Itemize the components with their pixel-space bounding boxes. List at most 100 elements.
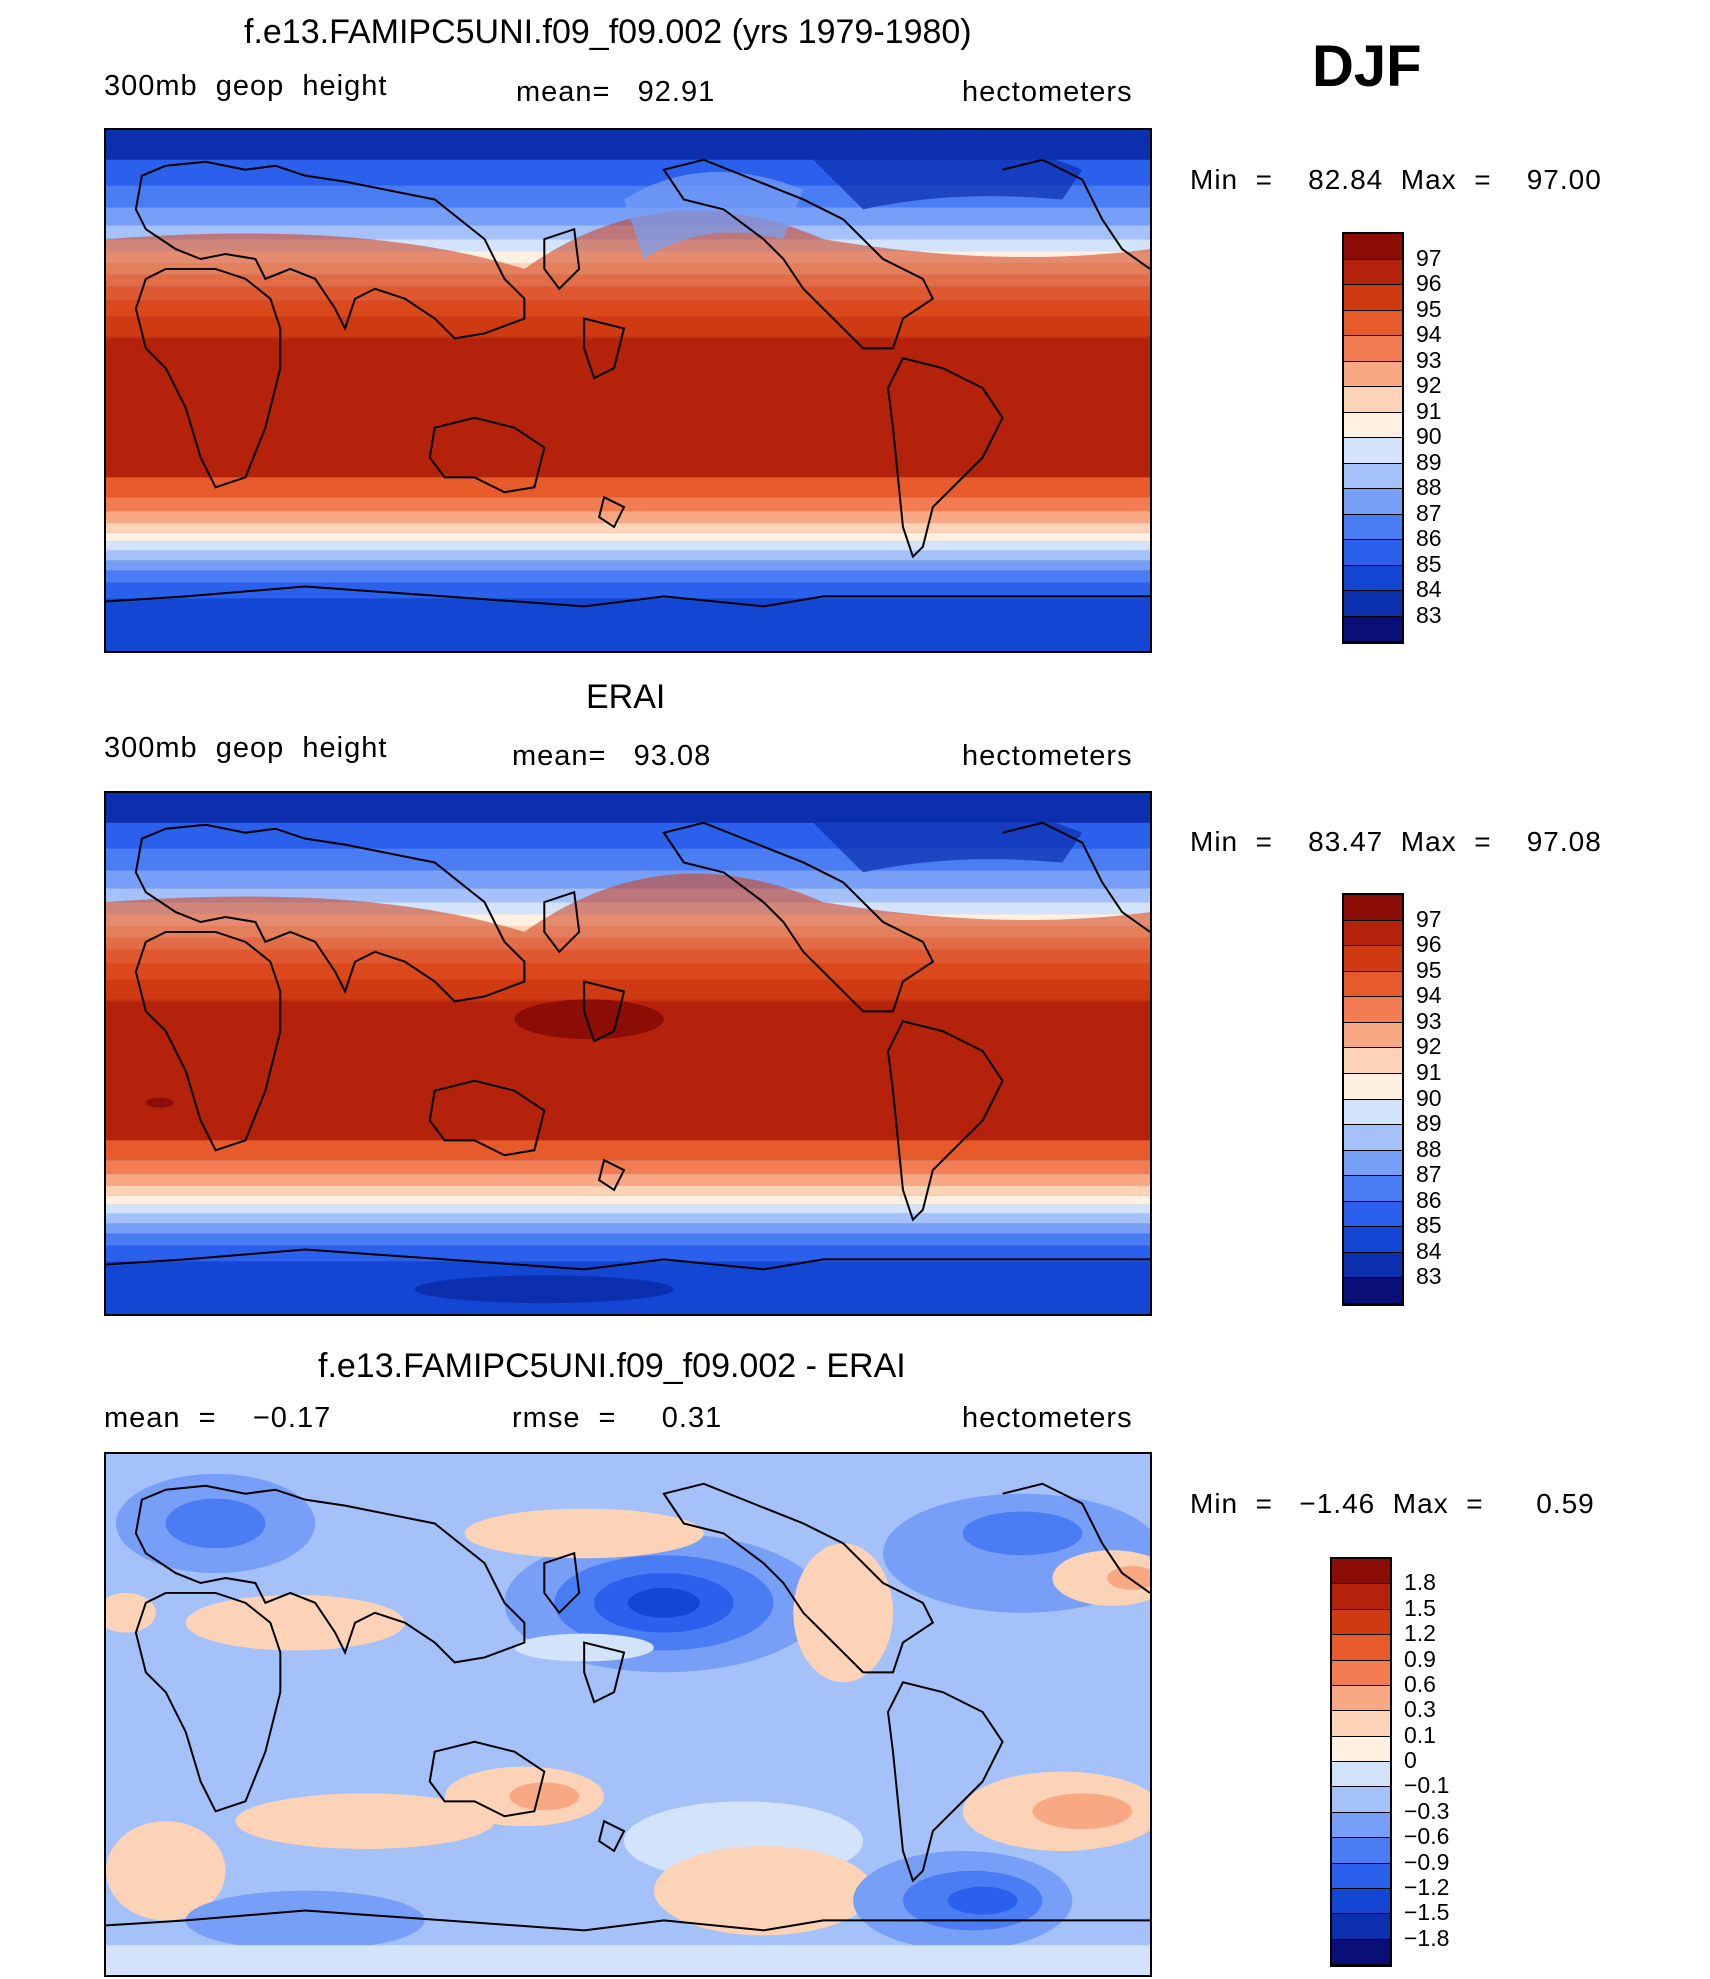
colorbar-tick-label: 97 [1416, 244, 1442, 271]
colorbar-segment [1344, 361, 1402, 387]
colorbar-segment [1344, 310, 1402, 336]
colorbar-segment [1332, 1736, 1390, 1762]
colorbar-tick-label: 94 [1416, 321, 1442, 347]
colorbar-segment [1332, 1559, 1390, 1585]
colorbar-tick-label: 83 [1416, 1263, 1442, 1290]
panel-3-colorbar [1330, 1557, 1392, 1967]
panel-1-title: f.e13.FAMIPC5UNI.f09_f09.002 (yrs 1979-1… [244, 13, 972, 51]
colorbar-tick-label: 0.1 [1404, 1721, 1436, 1748]
colorbar-tick-label: 90 [1416, 1084, 1442, 1111]
colorbar-segment [1344, 946, 1402, 972]
colorbar-tick-label: 93 [1416, 1007, 1442, 1034]
colorbar-tick-label: 91 [1416, 1058, 1442, 1085]
colorbar-segment [1332, 1863, 1390, 1889]
colorbar-segment [1344, 285, 1402, 311]
colorbar-segment [1332, 1584, 1390, 1610]
colorbar-tick-label: −0.3 [1404, 1797, 1450, 1824]
colorbar-segment [1344, 591, 1402, 617]
colorbar-tick-label: 92 [1416, 372, 1442, 398]
panel-1-map [104, 128, 1152, 653]
colorbar-segment [1332, 1609, 1390, 1636]
colorbar-segment [1344, 895, 1402, 921]
panel-3-mean-label: mean = −0.17 [104, 1402, 332, 1434]
panel-2-title: ERAI [586, 678, 666, 716]
colorbar-segment [1344, 1125, 1402, 1151]
panel-2-minmax-label: Min = 83.47 Max = 97.08 [1190, 826, 1602, 857]
colorbar-tick-label: 86 [1416, 525, 1442, 551]
panel-2-variable-label: 300mb geop height [104, 732, 388, 764]
colorbar-tick-label: 92 [1416, 1033, 1442, 1060]
colorbar-segment [1332, 1914, 1390, 1940]
colorbar-segment [1332, 1838, 1390, 1864]
colorbar-tick-label: 0.6 [1404, 1670, 1436, 1697]
colorbar-segment [1344, 1278, 1402, 1304]
colorbar-segment [1344, 1073, 1402, 1100]
panel-3-title: f.e13.FAMIPC5UNI.f09_f09.002 - ERAI [318, 1347, 906, 1385]
colorbar-tick-label: 0.3 [1404, 1696, 1436, 1723]
colorbar-segment [1332, 1812, 1390, 1839]
colorbar-tick-label: 1.2 [1404, 1620, 1436, 1647]
colorbar-segment [1344, 1048, 1402, 1074]
colorbar-tick-label: 89 [1416, 448, 1442, 475]
panel-3-contour-plot [106, 1454, 1150, 1975]
colorbar-segment [1344, 463, 1402, 489]
colorbar-tick-label: 1.5 [1404, 1594, 1436, 1621]
colorbar-tick-label: 83 [1416, 601, 1442, 628]
colorbar-segment [1344, 971, 1402, 998]
colorbar-segment [1344, 920, 1402, 947]
colorbar-tick-label: 93 [1416, 346, 1442, 373]
colorbar-segment [1344, 1252, 1402, 1279]
colorbar-segment [1344, 1201, 1402, 1228]
colorbar-tick-label: 0 [1404, 1747, 1417, 1773]
colorbar-segment [1344, 514, 1402, 540]
colorbar-segment [1344, 387, 1402, 413]
colorbar-segment [1344, 1099, 1402, 1126]
colorbar-tick-label: 97 [1416, 905, 1442, 932]
colorbar-tick-label: 96 [1416, 270, 1442, 296]
colorbar-segment [1344, 259, 1402, 285]
colorbar-tick-label: −1.2 [1404, 1873, 1450, 1900]
colorbar-tick-label: 87 [1416, 499, 1442, 526]
colorbar-tick-label: 1.8 [1404, 1569, 1436, 1596]
colorbar-tick-label: 86 [1416, 1186, 1442, 1213]
colorbar-segment [1344, 616, 1402, 642]
colorbar-segment [1344, 1227, 1402, 1253]
colorbar-tick-label: −0.9 [1404, 1848, 1450, 1875]
colorbar-tick-label: −1.5 [1404, 1899, 1450, 1926]
panel-2-mean-label: mean= 93.08 [512, 740, 712, 772]
colorbar-segment [1344, 1022, 1402, 1049]
colorbar-tick-label: 88 [1416, 1135, 1442, 1162]
colorbar-segment [1344, 489, 1402, 515]
colorbar-segment [1344, 438, 1402, 464]
colorbar-tick-label: 94 [1416, 982, 1442, 1009]
colorbar-tick-label: 88 [1416, 474, 1442, 500]
colorbar-segment [1332, 1635, 1390, 1661]
colorbar-tick-label: 96 [1416, 931, 1442, 958]
colorbar-tick-label: 84 [1416, 576, 1442, 602]
season-label: DJF [1312, 34, 1422, 99]
panel-2-colorbar [1342, 893, 1404, 1306]
panel-2-contour-plot [106, 793, 1150, 1314]
panel-3-minmax-label: Min = −1.46 Max = 0.59 [1190, 1488, 1595, 1519]
colorbar-tick-label: 0.9 [1404, 1645, 1436, 1672]
colorbar-tick-label: 85 [1416, 1212, 1442, 1239]
colorbar-segment [1332, 1762, 1390, 1788]
colorbar-tick-label: 84 [1416, 1237, 1442, 1264]
colorbar-segment [1344, 1176, 1402, 1202]
colorbar-tick-label: −0.1 [1404, 1772, 1450, 1799]
colorbar-segment [1332, 1660, 1390, 1686]
colorbar-tick-label: 95 [1416, 295, 1442, 322]
colorbar-segment [1344, 997, 1402, 1023]
colorbar-segment [1332, 1888, 1390, 1915]
colorbar-tick-label: 95 [1416, 956, 1442, 983]
colorbar-tick-label: −1.8 [1404, 1924, 1450, 1951]
panel-3-units-label: hectometers [962, 1402, 1133, 1434]
panel-1-variable-label: 300mb geop height [104, 70, 388, 102]
colorbar-tick-label: 85 [1416, 550, 1442, 577]
colorbar-segment [1344, 540, 1402, 566]
colorbar-segment [1332, 1711, 1390, 1737]
colorbar-tick-label: −0.6 [1404, 1823, 1450, 1850]
colorbar-segment [1344, 1150, 1402, 1177]
colorbar-segment [1344, 565, 1402, 591]
colorbar-tick-label: 91 [1416, 397, 1442, 424]
